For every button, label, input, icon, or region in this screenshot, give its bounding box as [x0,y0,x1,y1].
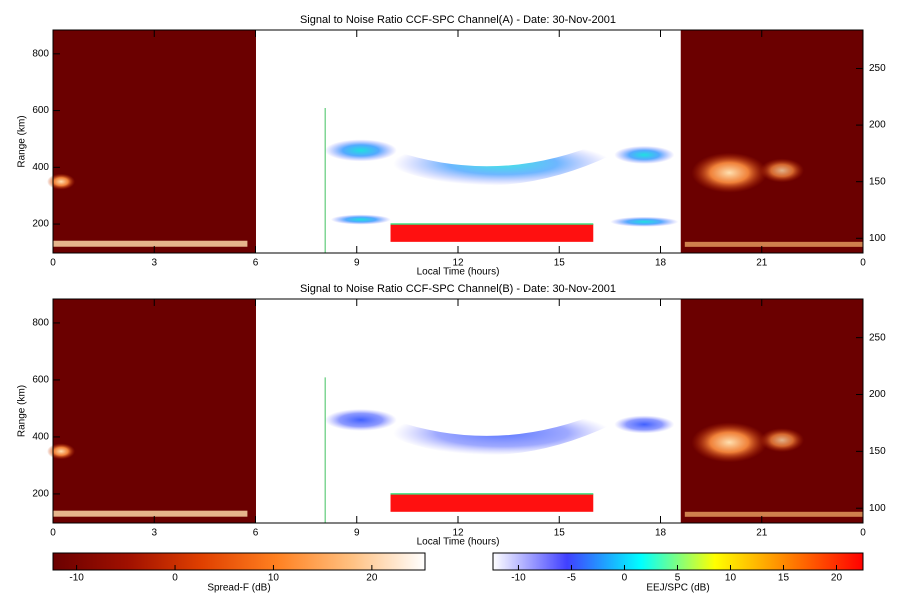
colorbar-fill [52,552,426,571]
panel-title: Signal to Noise Ratio CCF-SPC Channel(B)… [300,283,616,295]
y2-tick-label: 150 [869,446,886,457]
y2-tick-label: 100 [869,503,886,514]
colorbar-tick-label: -10 [69,573,84,584]
spread-f-region [53,299,256,523]
x-tick-label: 9 [354,258,360,269]
x-tick-label: 15 [554,528,566,539]
spread-f-blob [691,152,768,193]
y-tick-label: 800 [32,318,49,329]
colorbar-tick-label: 5 [675,573,681,584]
x-tick-label: 0 [860,528,866,539]
echo-layer [324,139,397,162]
x-tick-label: 18 [655,258,667,269]
spread-f-region [680,299,863,523]
spread-f-blob [47,173,76,190]
echo-layer [610,216,679,227]
x-tick-label: 0 [50,528,56,539]
x-tick-label: 0 [50,258,56,269]
x-axis-label: Local Time (hours) [417,267,500,278]
colorbar: -10 0 10 20 Spread-F (dB) [52,552,426,594]
y-tick-label: 600 [32,105,49,116]
y-axis-label: Range (km) [17,115,28,167]
colorbar-tick-label: 0 [172,573,178,584]
spread-f-blob [691,422,768,463]
spread-f-blob [47,443,76,460]
x-tick-label: 0 [860,258,866,269]
x-tick-label: 6 [253,258,259,269]
spread-f-trace [684,241,863,247]
colorbar-tick-label: 10 [268,573,280,584]
y2-tick-label: 200 [869,389,886,400]
x-tick-label: 3 [151,258,157,269]
echo-arc [393,141,612,186]
x-axis-label: Local Time (hours) [417,537,500,548]
x-tick-label: 18 [655,528,667,539]
colorbar-tick-label: 10 [725,573,737,584]
panel: Signal to Noise Ratio CCF-SPC Channel(B)… [17,283,886,548]
echo-layer [614,145,675,164]
x-tick-label: 21 [756,258,768,269]
y2-tick-label: 200 [869,120,886,131]
eej-layer [390,493,594,512]
panel: Signal to Noise Ratio CCF-SPC Channel(A)… [17,14,886,278]
colorbar-label: EEJ/SPC (dB) [646,583,709,594]
y-tick-label: 600 [32,375,49,386]
spread-f-trace [53,510,248,517]
spread-f-blob [760,428,804,453]
y-tick-label: 800 [32,48,49,59]
y-tick-label: 200 [32,489,49,500]
y2-tick-label: 250 [869,63,886,74]
colorbar-label: Spread-F (dB) [207,583,270,594]
y2-tick-label: 250 [869,332,886,343]
panel-title: Signal to Noise Ratio CCF-SPC Channel(A)… [300,14,616,26]
colorbar: -10 -5 0 5 10 15 20 EEJ/SPC (dB) [492,552,864,594]
x-tick-label: 12 [452,528,464,539]
echo-layer [330,214,391,225]
x-tick-label: 21 [756,528,768,539]
y-tick-label: 400 [32,432,49,443]
x-tick-label: 6 [253,528,259,539]
colorbar-fill [492,552,864,571]
spread-f-trace [53,240,248,247]
y2-tick-label: 100 [869,233,886,244]
y-axis-label: Range (km) [17,385,28,437]
spread-f-blob [760,158,804,183]
x-tick-label: 3 [151,528,157,539]
spread-f-region [53,30,256,253]
y-tick-label: 400 [32,162,49,173]
eej-layer [390,224,594,242]
y-tick-label: 200 [32,219,49,230]
spread-f-region [680,30,863,253]
y2-tick-label: 150 [869,176,886,187]
echo-layer [614,415,675,434]
colorbar-tick-label: 20 [831,573,843,584]
x-tick-label: 15 [554,258,566,269]
colorbar-tick-label: 20 [366,573,378,584]
echo-layer [324,408,397,431]
colorbar-tick-label: -5 [567,573,576,584]
spread-f-trace [684,511,863,517]
x-tick-label: 9 [354,528,360,539]
echo-arc [393,411,612,456]
x-tick-label: 12 [452,258,464,269]
colorbar-tick-label: 15 [778,573,790,584]
colorbar-tick-label: 0 [622,573,628,584]
colorbar-tick-label: -10 [511,573,526,584]
